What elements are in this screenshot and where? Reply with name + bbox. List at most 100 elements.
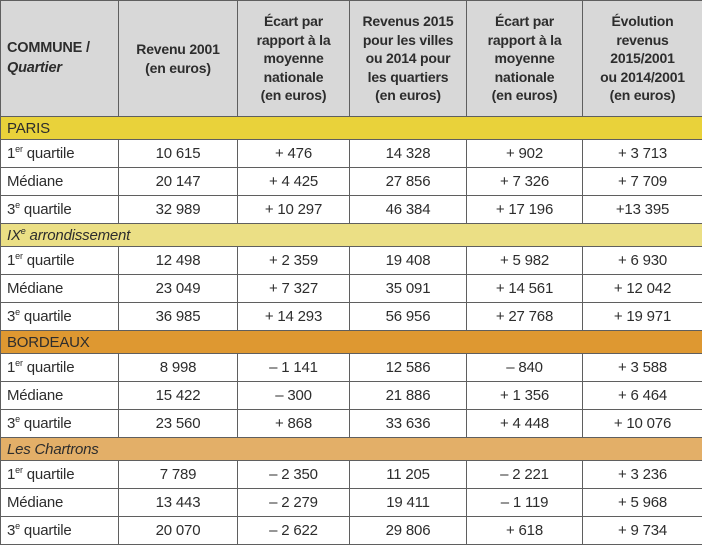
cell-evolution: + 3 236 (582, 460, 702, 489)
section-band-bordeaux: BORDEAUX (0, 330, 702, 354)
table-row: Médiane 20 147 + 4 425 27 856 + 7 326 + … (0, 167, 702, 196)
cell-revenu-2001: 36 985 (118, 302, 238, 331)
row-label: Médiane (0, 488, 119, 517)
row-label: Médiane (0, 381, 119, 410)
cell-revenu-2001: 13 443 (118, 488, 238, 517)
cell-revenus-2015: 11 205 (349, 460, 467, 489)
cell-revenu-2001: 20 070 (118, 516, 238, 545)
cell-evolution: + 6 930 (582, 246, 702, 275)
cell-ecart-2001: – 2 350 (237, 460, 350, 489)
cell-revenus-2015: 19 411 (349, 488, 467, 517)
table-row: 3e quartile 32 989 + 10 297 46 384 + 17 … (0, 195, 702, 224)
cell-ecart-2015: + 4 448 (466, 409, 583, 438)
cell-evolution: + 10 076 (582, 409, 702, 438)
row-label: 1er quartile (0, 353, 119, 382)
row-label: Médiane (0, 167, 119, 196)
table-row: 1er quartile 7 789 – 2 350 11 205 – 2 22… (0, 460, 702, 489)
header-line: Quartier (7, 59, 62, 76)
table-row: 3e quartile 36 985 + 14 293 56 956 + 27 … (0, 302, 702, 331)
row-label: 3e quartile (0, 302, 119, 331)
cell-revenu-2001: 32 989 (118, 195, 238, 224)
cell-revenus-2015: 46 384 (349, 195, 467, 224)
cell-revenus-2015: 35 091 (349, 274, 467, 303)
row-label: 1er quartile (0, 139, 119, 168)
cell-ecart-2001: – 2 622 (237, 516, 350, 545)
cell-ecart-2015: + 7 326 (466, 167, 583, 196)
table-row: 1er quartile 12 498 + 2 359 19 408 + 5 9… (0, 246, 702, 275)
cell-revenu-2001: 7 789 (118, 460, 238, 489)
cell-revenus-2015: 29 806 (349, 516, 467, 545)
table-row: 3e quartile 20 070 – 2 622 29 806 + 618 … (0, 516, 702, 545)
row-label: 1er quartile (0, 246, 119, 275)
header-ecart-moyenne-2001: Écart par rapport à la moyenne nationale… (237, 0, 350, 117)
header-revenus-2015-2014: Revenus 2015 pour les villes ou 2014 pou… (349, 0, 467, 117)
cell-revenus-2015: 12 586 (349, 353, 467, 382)
cell-ecart-2001: – 1 141 (237, 353, 350, 382)
cell-ecart-2001: + 868 (237, 409, 350, 438)
cell-revenus-2015: 27 856 (349, 167, 467, 196)
cell-ecart-2015: + 17 196 (466, 195, 583, 224)
section-band-les-chartrons: Les Chartrons (0, 437, 702, 461)
table-row: 3e quartile 23 560 + 868 33 636 + 4 448 … (0, 409, 702, 438)
row-label: 3e quartile (0, 409, 119, 438)
header-evolution-revenus: Évolution revenus 2015/2001 ou 2014/2001… (582, 0, 702, 117)
cell-revenus-2015: 56 956 (349, 302, 467, 331)
cell-revenu-2001: 12 498 (118, 246, 238, 275)
cell-evolution: + 5 968 (582, 488, 702, 517)
cell-ecart-2001: + 2 359 (237, 246, 350, 275)
cell-ecart-2015: + 1 356 (466, 381, 583, 410)
cell-revenu-2001: 20 147 (118, 167, 238, 196)
cell-ecart-2001: – 2 279 (237, 488, 350, 517)
section-title: IXe arrondissement (0, 223, 702, 247)
cell-evolution: + 12 042 (582, 274, 702, 303)
cell-revenus-2015: 14 328 (349, 139, 467, 168)
cell-ecart-2015: – 1 119 (466, 488, 583, 517)
row-label: Médiane (0, 274, 119, 303)
cell-ecart-2015: + 27 768 (466, 302, 583, 331)
cell-evolution: + 19 971 (582, 302, 702, 331)
cell-ecart-2015: + 14 561 (466, 274, 583, 303)
cell-ecart-2015: – 2 221 (466, 460, 583, 489)
section-band-ixe-arrondissement: IXe arrondissement (0, 223, 702, 247)
cell-ecart-2001: + 4 425 (237, 167, 350, 196)
cell-evolution: + 6 464 (582, 381, 702, 410)
cell-ecart-2015: + 5 982 (466, 246, 583, 275)
cell-revenu-2001: 23 049 (118, 274, 238, 303)
section-title: Les Chartrons (0, 437, 702, 461)
cell-revenu-2001: 8 998 (118, 353, 238, 382)
cell-revenu-2001: 10 615 (118, 139, 238, 168)
table-row: 1er quartile 8 998 – 1 141 12 586 – 840 … (0, 353, 702, 382)
section-title: BORDEAUX (0, 330, 702, 354)
row-label: 1er quartile (0, 460, 119, 489)
table-row: Médiane 13 443 – 2 279 19 411 – 1 119 + … (0, 488, 702, 517)
cell-revenus-2015: 21 886 (349, 381, 467, 410)
header-revenu-2001: Revenu 2001 (en euros) (118, 0, 238, 117)
table-row: 1er quartile 10 615 + 476 14 328 + 902 +… (0, 139, 702, 168)
cell-ecart-2015: – 840 (466, 353, 583, 382)
cell-ecart-2001: + 14 293 (237, 302, 350, 331)
header-commune-quartier: COMMUNE / Quartier (0, 0, 119, 117)
cell-ecart-2001: + 476 (237, 139, 350, 168)
cell-evolution: + 7 709 (582, 167, 702, 196)
section-band-paris: PARIS (0, 116, 702, 140)
cell-evolution: + 3 713 (582, 139, 702, 168)
cell-ecart-2001: – 300 (237, 381, 350, 410)
cell-revenu-2001: 23 560 (118, 409, 238, 438)
cell-ecart-2001: + 7 327 (237, 274, 350, 303)
cell-ecart-2001: + 10 297 (237, 195, 350, 224)
row-label: 3e quartile (0, 195, 119, 224)
cell-ecart-2015: + 902 (466, 139, 583, 168)
cell-revenu-2001: 15 422 (118, 381, 238, 410)
table-row: Médiane 15 422 – 300 21 886 + 1 356 + 6 … (0, 381, 702, 410)
cell-evolution: + 9 734 (582, 516, 702, 545)
section-title: PARIS (0, 116, 702, 140)
cell-revenus-2015: 33 636 (349, 409, 467, 438)
cell-ecart-2015: + 618 (466, 516, 583, 545)
cell-evolution: + 3 588 (582, 353, 702, 382)
header-ecart-moyenne-2015: Écart par rapport à la moyenne nationale… (466, 0, 583, 117)
table-row: Médiane 23 049 + 7 327 35 091 + 14 561 +… (0, 274, 702, 303)
cell-evolution: +13 395 (582, 195, 702, 224)
cell-revenus-2015: 19 408 (349, 246, 467, 275)
row-label: 3e quartile (0, 516, 119, 545)
